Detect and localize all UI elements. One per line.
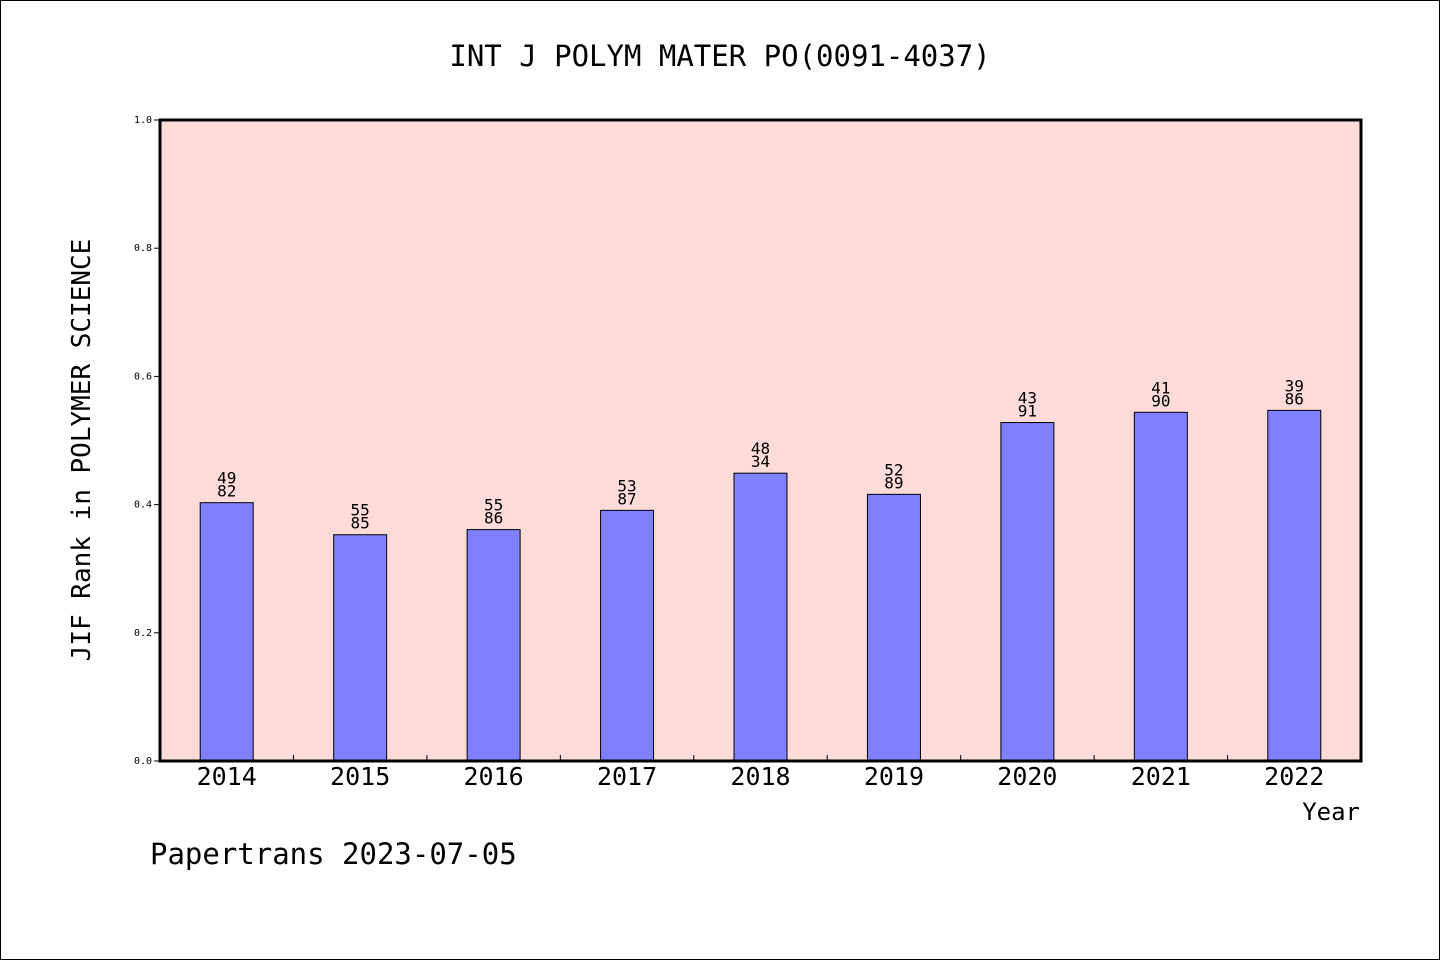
x-tick-label: 2014 bbox=[197, 762, 257, 791]
bar-label-rank: 55 bbox=[484, 496, 503, 515]
bar bbox=[1133, 411, 1188, 762]
bar bbox=[733, 472, 788, 762]
bar bbox=[1267, 409, 1322, 762]
x-tick-label: 2021 bbox=[1131, 762, 1191, 791]
chart-title: INT J POLYM MATER PO(0091-4037) bbox=[449, 39, 990, 73]
bar-label-rank: 43 bbox=[1018, 389, 1037, 408]
bar bbox=[333, 534, 388, 762]
x-axis-label: Year bbox=[1302, 798, 1360, 826]
x-axis: 2014 2015 2016 2017 2018 2019 2020 2021 2022 bbox=[197, 755, 1324, 791]
y-tick-label: 0.0 bbox=[134, 756, 152, 767]
x-tick-label: 2018 bbox=[730, 762, 790, 791]
bar-label-total: 90 bbox=[1151, 391, 1170, 410]
bar-label-rank: 55 bbox=[351, 501, 370, 520]
y-tick-label: 0.8 bbox=[134, 243, 152, 254]
bar bbox=[199, 502, 254, 762]
bar-label-total: 87 bbox=[617, 489, 636, 508]
x-tick-label: 2020 bbox=[997, 762, 1057, 791]
bar-label-rank: 53 bbox=[617, 476, 636, 495]
y-tick-label: 1.0 bbox=[134, 115, 152, 126]
x-tick-label: 2017 bbox=[597, 762, 657, 791]
bar-label-total: 86 bbox=[484, 509, 503, 528]
bar-label-total: 89 bbox=[884, 473, 903, 492]
bar-label-rank: 52 bbox=[884, 460, 903, 479]
footer-text: Papertrans 2023-07-05 bbox=[150, 837, 517, 871]
bar-label-rank: 49 bbox=[217, 469, 236, 488]
bar-label-total: 85 bbox=[351, 514, 370, 533]
x-tick-label: 2015 bbox=[330, 762, 390, 791]
x-tick-label: 2019 bbox=[864, 762, 924, 791]
y-axis-label: JIF Rank in POLYMER SCIENCE bbox=[67, 239, 97, 662]
y-tick-label: 0.6 bbox=[134, 371, 152, 382]
bar bbox=[1000, 422, 1055, 762]
bar bbox=[466, 529, 521, 762]
y-tick-label: 0.4 bbox=[134, 500, 152, 511]
bars-group bbox=[199, 409, 1322, 762]
bar-label-total: 34 bbox=[751, 452, 770, 471]
bar-label-rank: 39 bbox=[1285, 376, 1304, 395]
bar-label-total: 91 bbox=[1018, 402, 1037, 421]
y-tick-label: 0.2 bbox=[134, 628, 152, 639]
bar-label-total: 82 bbox=[217, 482, 236, 501]
x-tick-label: 2016 bbox=[464, 762, 524, 791]
y-axis: 0.0 0.2 0.4 0.6 0.8 1.0 bbox=[134, 115, 160, 767]
x-tick-label: 2022 bbox=[1264, 762, 1324, 791]
plot-border bbox=[158, 118, 1363, 763]
bar-label-rank: 48 bbox=[751, 439, 770, 458]
bar bbox=[600, 509, 655, 762]
bar-label-rank: 41 bbox=[1151, 378, 1170, 397]
bar-label-total: 86 bbox=[1285, 389, 1304, 408]
bar bbox=[866, 493, 921, 762]
